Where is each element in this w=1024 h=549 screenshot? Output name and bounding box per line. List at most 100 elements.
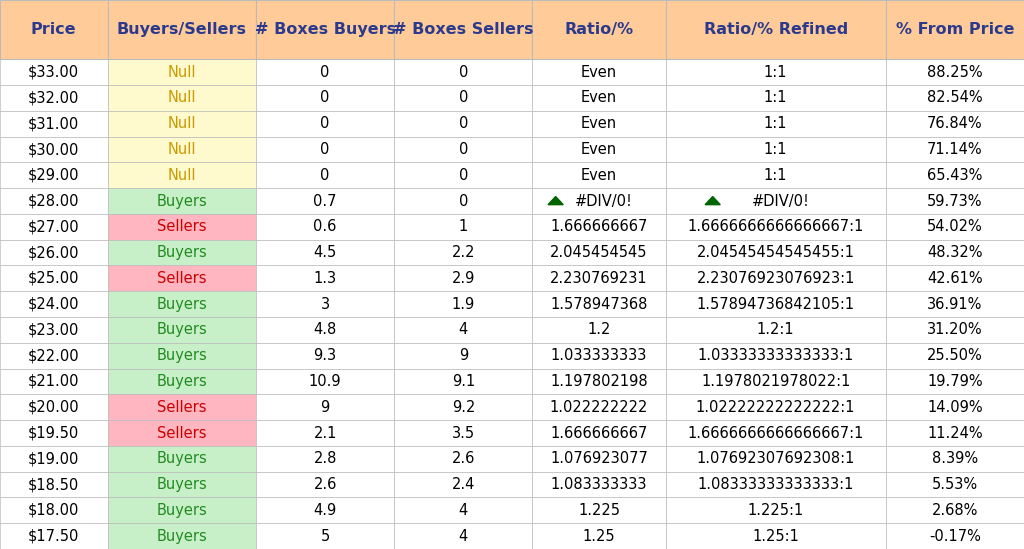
Text: % From Price: % From Price — [896, 22, 1014, 37]
Text: 1.033333333: 1.033333333 — [551, 348, 647, 363]
Text: 54.02%: 54.02% — [927, 219, 983, 234]
Bar — [0, 188, 108, 214]
Bar — [666, 266, 886, 292]
Bar — [0, 420, 108, 446]
Text: 1:1: 1:1 — [764, 142, 787, 157]
Text: Buyers: Buyers — [157, 374, 207, 389]
Text: 1:1: 1:1 — [764, 91, 787, 105]
Text: 2.68%: 2.68% — [932, 503, 978, 518]
Text: 0.7: 0.7 — [313, 194, 337, 209]
Bar — [886, 317, 1024, 343]
Bar — [256, 343, 394, 368]
Bar — [532, 266, 666, 292]
Text: 71.14%: 71.14% — [927, 142, 983, 157]
Text: Buyers: Buyers — [157, 529, 207, 544]
Text: 0: 0 — [459, 91, 468, 105]
Bar — [886, 111, 1024, 137]
Text: 1.666666667: 1.666666667 — [550, 219, 648, 234]
Bar — [666, 137, 886, 163]
Bar — [532, 368, 666, 394]
Text: 48.32%: 48.32% — [927, 245, 983, 260]
Text: Sellers: Sellers — [157, 219, 207, 234]
Text: Even: Even — [581, 116, 617, 131]
Text: 1.2:1: 1.2:1 — [757, 322, 795, 338]
Text: Ratio/%: Ratio/% — [564, 22, 634, 37]
Text: 76.84%: 76.84% — [927, 116, 983, 131]
Text: 2.4: 2.4 — [452, 477, 475, 492]
Bar — [886, 292, 1024, 317]
Text: $25.00: $25.00 — [28, 271, 80, 286]
Text: 9.1: 9.1 — [452, 374, 475, 389]
Bar — [108, 59, 256, 85]
Text: 1.666666667: 1.666666667 — [550, 425, 648, 440]
Bar — [0, 85, 108, 111]
Text: 1.578947368: 1.578947368 — [550, 296, 648, 312]
Bar — [256, 111, 394, 137]
Text: 1.076923077: 1.076923077 — [550, 451, 648, 466]
Text: # Boxes Buyers: # Boxes Buyers — [255, 22, 395, 37]
Text: Buyers: Buyers — [157, 348, 207, 363]
Bar — [666, 0, 886, 59]
Text: 4: 4 — [459, 322, 468, 338]
Bar — [108, 266, 256, 292]
Text: 0: 0 — [321, 65, 330, 80]
Bar — [108, 523, 256, 549]
Text: $32.00: $32.00 — [28, 91, 80, 105]
Text: Even: Even — [581, 91, 617, 105]
Bar — [886, 163, 1024, 188]
Bar — [0, 497, 108, 523]
Text: 9.3: 9.3 — [313, 348, 337, 363]
Bar — [108, 317, 256, 343]
Text: 2.2: 2.2 — [452, 245, 475, 260]
Bar — [886, 343, 1024, 368]
Polygon shape — [706, 197, 720, 205]
Text: Buyers: Buyers — [157, 245, 207, 260]
Bar — [666, 214, 886, 240]
Bar — [666, 368, 886, 394]
Text: 3.5: 3.5 — [452, 425, 475, 440]
Bar — [886, 240, 1024, 266]
Text: 9.2: 9.2 — [452, 400, 475, 414]
Text: Null: Null — [168, 168, 196, 183]
Text: $23.00: $23.00 — [28, 322, 80, 338]
Bar — [108, 85, 256, 111]
Bar — [394, 420, 532, 446]
Text: $28.00: $28.00 — [28, 194, 80, 209]
Bar — [666, 472, 886, 497]
Text: Null: Null — [168, 91, 196, 105]
Bar — [532, 472, 666, 497]
Bar — [394, 317, 532, 343]
Text: 1.225: 1.225 — [578, 503, 621, 518]
Text: 2.23076923076923:1: 2.23076923076923:1 — [696, 271, 855, 286]
Bar — [886, 420, 1024, 446]
Bar — [532, 163, 666, 188]
Bar — [886, 214, 1024, 240]
Text: 1.6666666666666667:1: 1.6666666666666667:1 — [687, 219, 864, 234]
Bar — [394, 292, 532, 317]
Bar — [532, 394, 666, 420]
Text: 2.9: 2.9 — [452, 271, 475, 286]
Bar — [886, 497, 1024, 523]
Text: 65.43%: 65.43% — [927, 168, 983, 183]
Bar — [666, 163, 886, 188]
Bar — [886, 59, 1024, 85]
Bar — [394, 394, 532, 420]
Bar — [886, 368, 1024, 394]
Text: Null: Null — [168, 116, 196, 131]
Text: 1.197802198: 1.197802198 — [550, 374, 648, 389]
Text: 0: 0 — [459, 65, 468, 80]
Text: 0: 0 — [321, 91, 330, 105]
Bar — [256, 368, 394, 394]
Text: -0.17%: -0.17% — [929, 529, 981, 544]
Text: 2.8: 2.8 — [313, 451, 337, 466]
Bar — [532, 420, 666, 446]
Text: 0: 0 — [459, 116, 468, 131]
Text: 88.25%: 88.25% — [927, 65, 983, 80]
Bar — [256, 472, 394, 497]
Bar — [886, 472, 1024, 497]
Text: 2.6: 2.6 — [313, 477, 337, 492]
Bar — [394, 85, 532, 111]
Text: 8.39%: 8.39% — [932, 451, 978, 466]
Text: $21.00: $21.00 — [28, 374, 80, 389]
Text: 4: 4 — [459, 529, 468, 544]
